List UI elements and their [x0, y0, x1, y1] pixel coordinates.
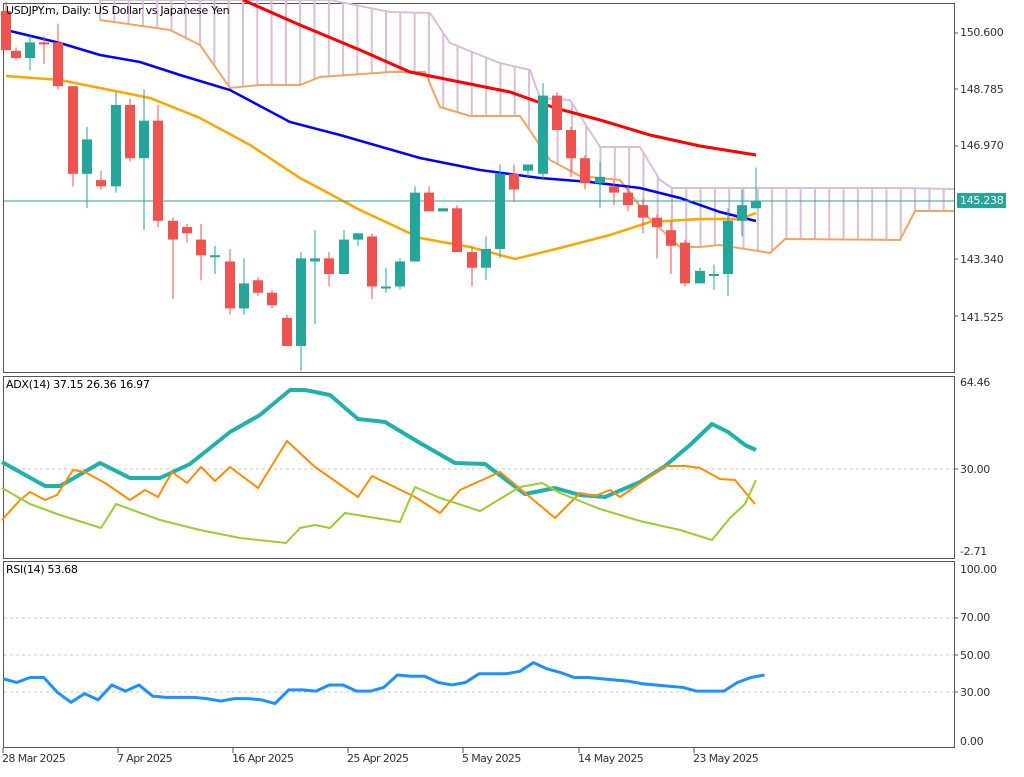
- candle: [210, 245, 220, 275]
- candle: [39, 36, 49, 65]
- candle: [367, 233, 377, 300]
- candle: [11, 47, 21, 60]
- rsi-tick-30: 30.00: [960, 686, 990, 699]
- candle: [82, 126, 92, 209]
- candle: [153, 104, 163, 228]
- candle: [538, 83, 548, 181]
- price-tick-5: 143.340: [960, 253, 1004, 266]
- price-tick-2: 148.785: [960, 83, 1004, 96]
- date-label-3: 16 Apr 2025: [232, 752, 294, 765]
- price-tick-6: 141.525: [960, 311, 1004, 324]
- chart-title: USDJPY.m, Daily: US Dollar vs Japanese Y…: [6, 4, 230, 17]
- candle: [96, 170, 106, 190]
- candlesticks: [1, 1, 761, 372]
- candle: [168, 217, 178, 300]
- date-label-4: 25 Apr 2025: [347, 752, 409, 765]
- adx-tick-bottom: -2.71: [960, 545, 987, 558]
- candle: [737, 189, 747, 237]
- adx-lines: [1, 388, 757, 544]
- current-price-tag: 145.238: [957, 193, 1007, 208]
- price-tick-3: 146.970: [960, 139, 1004, 152]
- candle: [282, 314, 292, 346]
- date-label-7: 23 May 2025: [693, 752, 759, 765]
- candle: [609, 180, 619, 206]
- candle: [566, 126, 576, 177]
- candle: [53, 23, 63, 90]
- axis-ticks: [2, 32, 958, 753]
- candle: [1, 1, 11, 51]
- rsi-tick-100: 100.00: [960, 563, 997, 576]
- candle: [552, 92, 562, 131]
- candle: [310, 230, 320, 325]
- candle: [495, 164, 505, 259]
- candle: [225, 248, 235, 315]
- adx-label: ADX(14) 37.15 26.36 16.97: [6, 378, 150, 391]
- candle: [339, 230, 349, 275]
- adx-tick-mid: 30.00: [960, 463, 990, 476]
- rsi-label: RSI(14) 53.68: [6, 563, 78, 576]
- candle: [253, 277, 263, 296]
- candle: [68, 86, 78, 187]
- rsi-tick-50: 50.00: [960, 649, 990, 662]
- candle: [438, 208, 448, 212]
- date-label-1: 28 Mar 2025: [2, 752, 66, 765]
- candle: [267, 289, 277, 309]
- candle: [695, 267, 705, 284]
- ichimoku-cloud: [99, 0, 955, 255]
- candle: [509, 164, 519, 203]
- date-label-2: 7 Apr 2025: [117, 752, 173, 765]
- candle: [680, 239, 690, 287]
- rsi-tick-0: 0.00: [960, 735, 984, 748]
- candle: [111, 92, 121, 193]
- candle: [296, 252, 306, 372]
- candle: [182, 223, 192, 243]
- candle: [410, 186, 420, 262]
- candle: [623, 186, 633, 212]
- price-tick-1: 150.600: [960, 26, 1004, 39]
- rsi-tick-70: 70.00: [960, 611, 990, 624]
- adx-tick-top: 64.46: [960, 376, 990, 389]
- candle: [324, 252, 334, 287]
- candle: [666, 220, 676, 275]
- candle: [125, 98, 135, 162]
- candle: [595, 161, 605, 209]
- candle: [709, 264, 719, 290]
- candle: [638, 198, 648, 234]
- candle: [353, 233, 363, 246]
- candle: [452, 205, 462, 253]
- rsi-grid: [4, 617, 954, 693]
- candle: [196, 223, 206, 281]
- candle: [239, 258, 249, 315]
- candle: [139, 89, 149, 231]
- candle: [424, 186, 434, 212]
- candle: [723, 208, 733, 296]
- candle: [467, 245, 477, 287]
- candle: [25, 36, 35, 71]
- candle: [751, 167, 761, 209]
- date-label-5: 5 May 2025: [462, 752, 521, 765]
- candle: [381, 267, 391, 293]
- candle: [481, 236, 491, 281]
- rsi-line: [2, 661, 765, 706]
- date-label-6: 14 May 2025: [578, 752, 644, 765]
- candle: [652, 214, 662, 259]
- candle: [395, 258, 405, 290]
- candle: [523, 164, 533, 177]
- candle: [580, 155, 590, 190]
